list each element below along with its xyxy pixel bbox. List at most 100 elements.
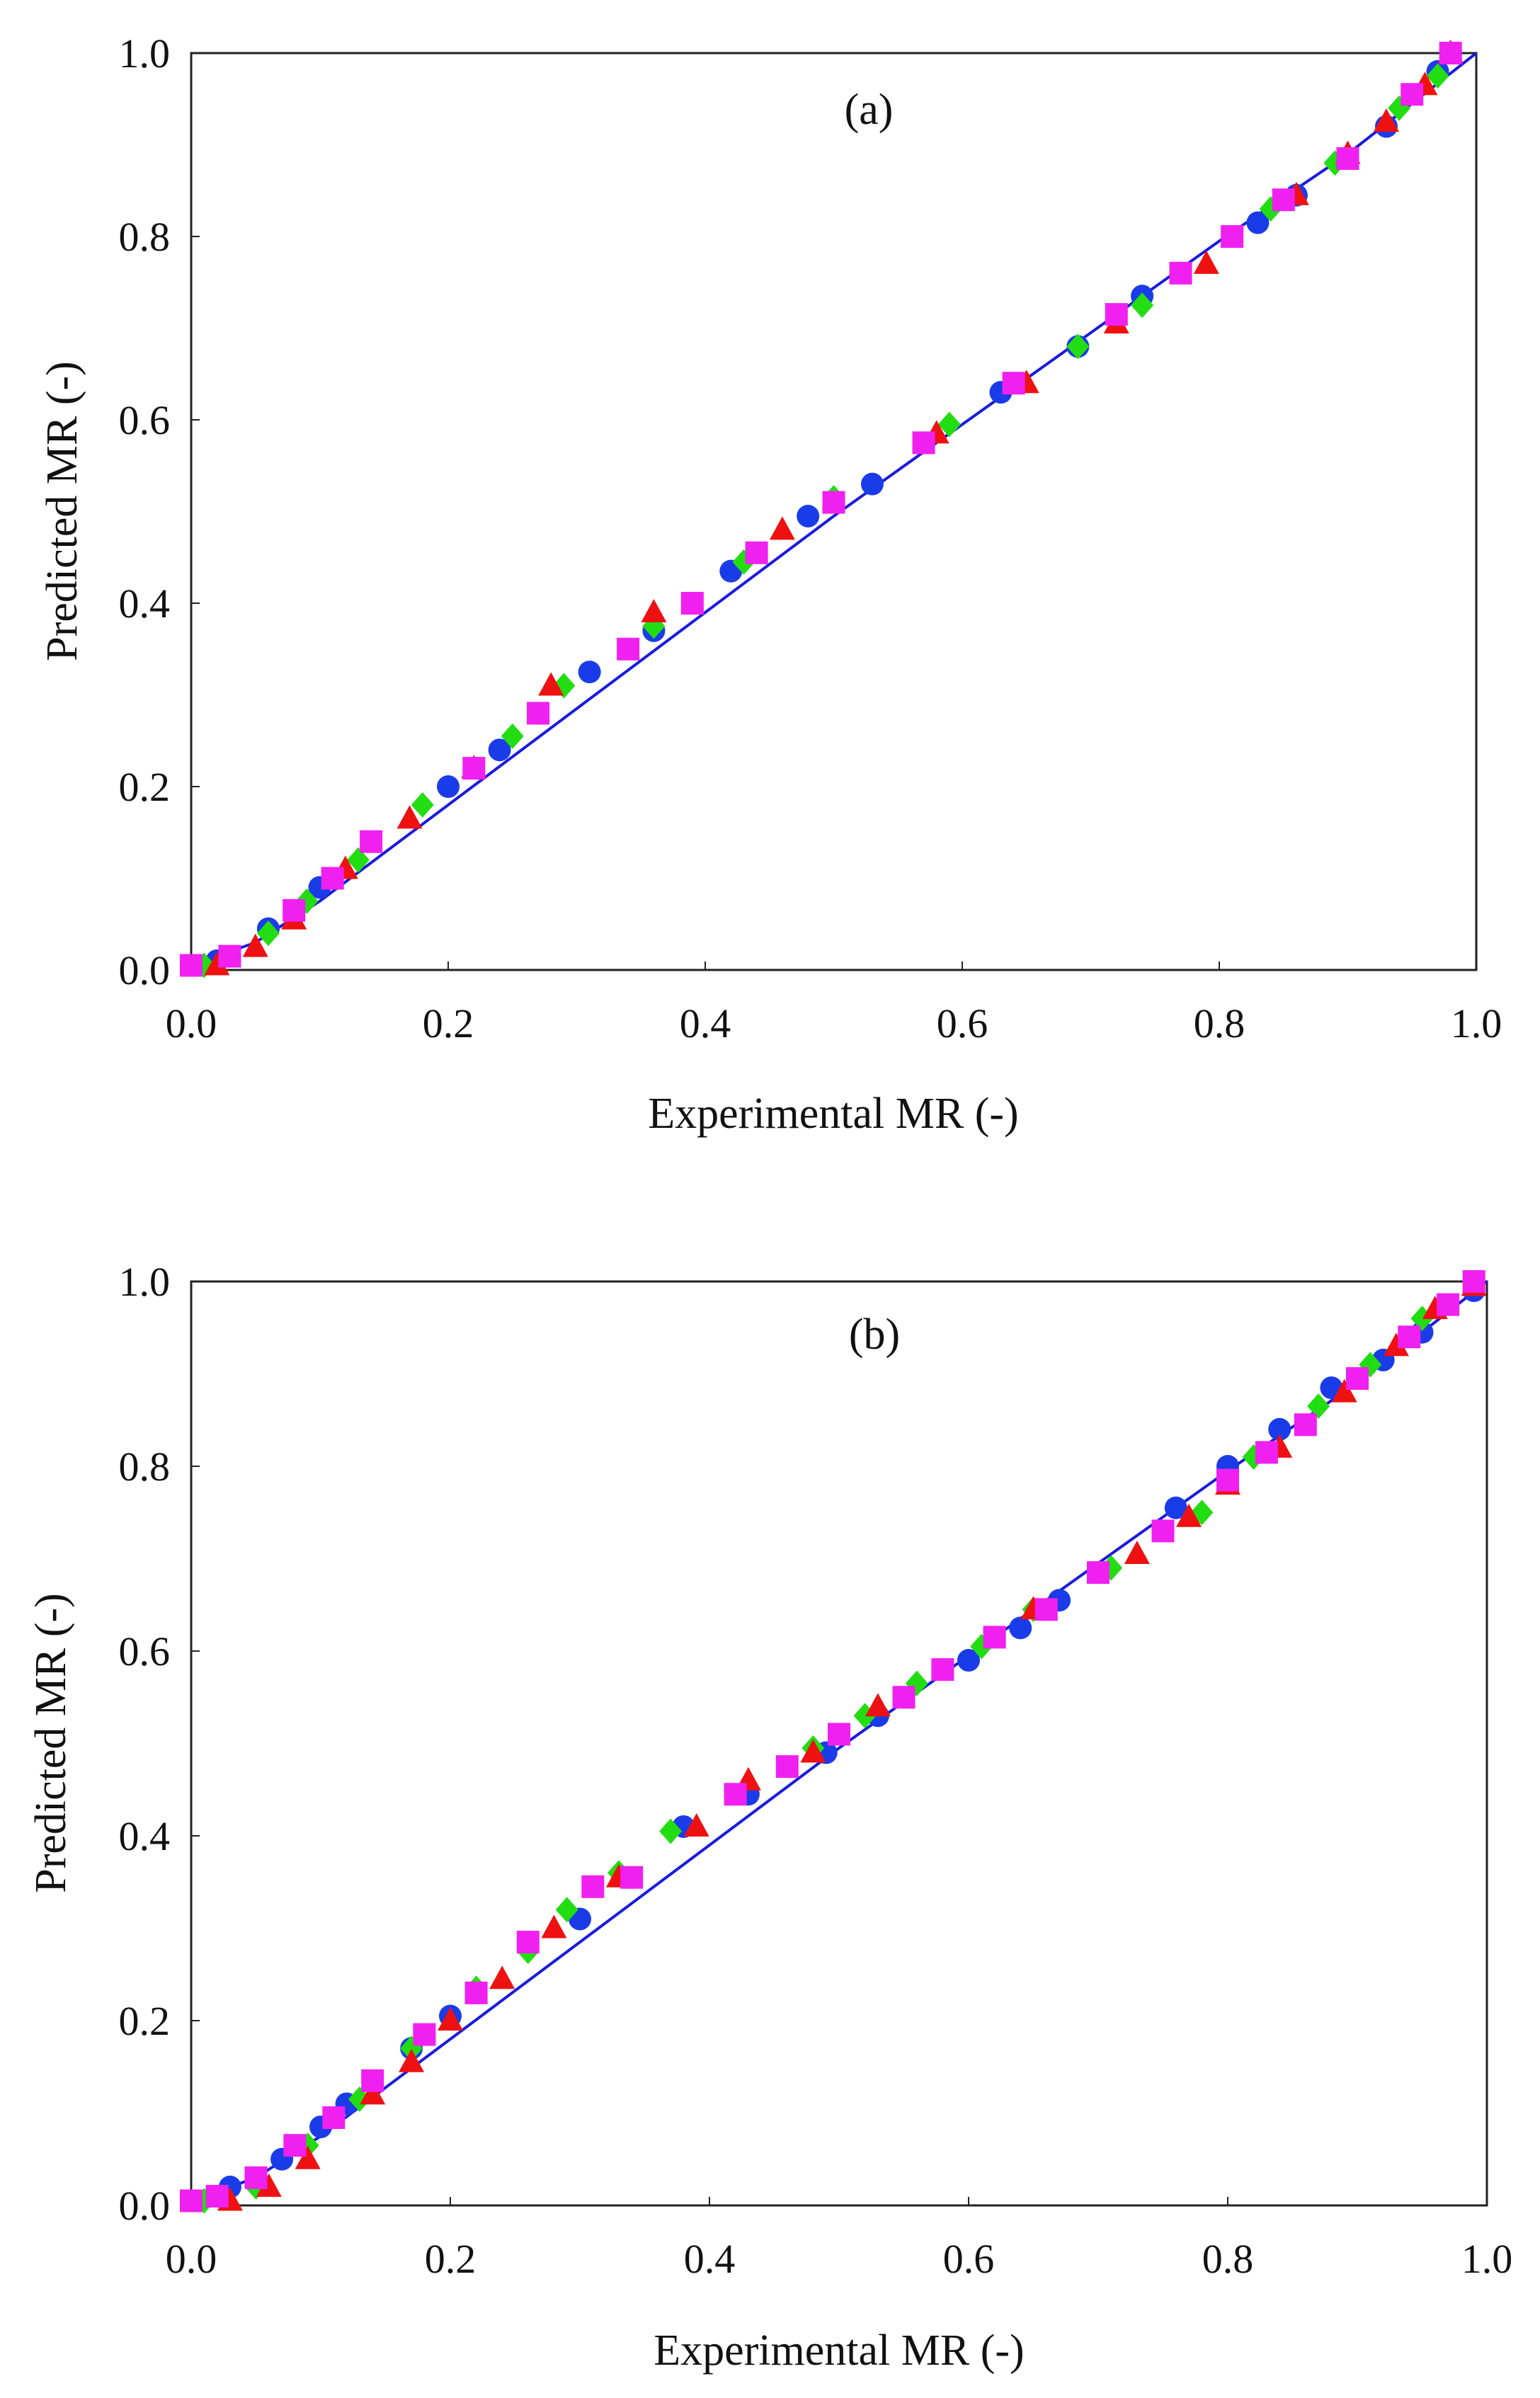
series-square [180,1270,1485,2213]
data-point-triangle [1331,1378,1357,1403]
data-point-square [724,1783,747,1806]
data-point-square [283,898,306,922]
x-tick-label: 0.6 [937,1000,988,1046]
y-tick-label: 0.6 [119,397,171,443]
data-point-triangle [1383,1332,1409,1357]
x-tick-label: 0.6 [943,2236,995,2282]
data-point-triangle [242,933,268,957]
data-point-diamond [1066,333,1090,360]
data-point-square [283,2134,307,2157]
data-point-diamond [501,723,524,749]
y-axis-ticks: 0.0 0.2 0.4 0.6 0.8 1.0 [119,1259,200,2229]
data-point-square [462,757,486,780]
data-point-triangle [397,805,423,829]
x-tick-label: 0.4 [684,2236,736,2282]
data-point-triangle [1176,1503,1202,1527]
data-point-square [218,944,241,968]
data-point-circle [957,1649,980,1672]
data-point-square [1105,303,1128,326]
data-point-triangle [541,1914,567,1939]
data-point-triangle [865,1693,891,1717]
plot-frame [190,52,1478,971]
data-point-square [464,1981,488,2004]
data-point-square [180,954,203,977]
data-point-square [828,1723,850,1746]
data-point-square [1216,1468,1239,1492]
data-point-square [617,637,640,661]
series-square [180,42,1462,977]
data-point-triangle [295,2145,321,2169]
data-point-diamond [411,792,434,818]
data-point-square [1272,188,1295,212]
plot-frame [190,1280,1488,2207]
chart-panel-b: (b) 0.0 0.2 0.4 0.6 0.8 1.0 0.0 0.2 0.4 0.6 0.8 1.… [27,1259,1512,2375]
data-point-square [1336,147,1359,170]
y-axis-label: Predicted MR (-) [38,361,86,661]
data-point-triangle [1373,108,1399,132]
data-point-square [775,1755,799,1778]
y-tick-label: 1.0 [119,1259,171,1305]
data-point-square [822,491,845,514]
y-tick-label: 0.0 [119,947,171,993]
data-point-circle [1164,1496,1187,1519]
data-point-triangle [1193,250,1219,274]
y-tick-label: 0.0 [119,2183,171,2229]
data-point-triangle [1124,1540,1150,1564]
data-point-triangle [769,516,795,540]
data-point-square [1439,42,1462,64]
data-point-circle [1268,1417,1291,1441]
y-axis-ticks: 0.0 0.2 0.4 0.6 0.8 1.0 [119,30,200,993]
data-point-square [983,1626,1006,1649]
data-point-square [1401,83,1424,106]
data-point-square [581,1875,605,1898]
data-point-square [931,1658,954,1682]
data-point-square [361,2069,384,2092]
data-marks [180,40,1478,978]
x-axis-label: Experimental MR (-) [648,1090,1018,1138]
x-tick-label: 1.0 [1461,2236,1513,2282]
data-point-square [322,2106,346,2130]
x-tick-label: 0.0 [166,1000,217,1046]
data-point-diamond [256,920,280,947]
data-point-square [180,2189,203,2213]
data-point-square [1294,1413,1317,1437]
chart-panel-a: (a) 0.0 0.2 0.4 0.6 0.8 1.0 0.0 0.2 0.4 0.6 0.8 1.… [38,30,1502,1138]
data-point-circle [578,661,601,684]
series-triangle [217,1272,1487,2211]
x-tick-label: 0.2 [425,2236,477,2282]
data-point-square [892,1686,916,1709]
data-point-circle [1246,211,1270,234]
x-tick-label: 0.4 [680,1000,731,1046]
data-point-diamond [937,411,961,438]
data-point-diamond [1131,292,1154,319]
y-tick-label: 0.4 [119,1813,171,1859]
data-point-circle [860,472,884,496]
y-tick-label: 0.4 [119,581,171,627]
data-point-square [680,592,704,615]
data-point-circle [437,775,460,798]
data-point-triangle [683,1812,709,1837]
x-tick-label: 0.8 [1194,1000,1245,1046]
data-point-triangle [204,952,230,976]
panel-label: (b) [849,1311,900,1359]
data-point-square [1087,1561,1110,1585]
data-point-square [1034,1598,1058,1621]
y-tick-label: 0.2 [119,1998,171,2044]
data-point-triangle [360,2081,386,2105]
data-point-square [527,702,550,725]
x-tick-label: 0.2 [423,1000,474,1046]
y-tick-label: 1.0 [119,30,171,76]
x-tick-label: 0.8 [1202,2236,1254,2282]
data-point-square [205,2184,229,2208]
data-point-square [1437,1293,1460,1316]
data-point-square [321,867,344,890]
x-tick-label: 1.0 [1451,1000,1502,1046]
data-point-triangle [538,672,564,696]
data-point-circle [1009,1616,1032,1640]
data-point-square [1002,372,1025,395]
data-point-diamond [659,1818,683,1844]
data-point-diamond [346,847,370,873]
data-point-square [1346,1367,1369,1391]
y-tick-label: 0.8 [119,1444,171,1490]
y-tick-label: 0.6 [119,1628,171,1674]
